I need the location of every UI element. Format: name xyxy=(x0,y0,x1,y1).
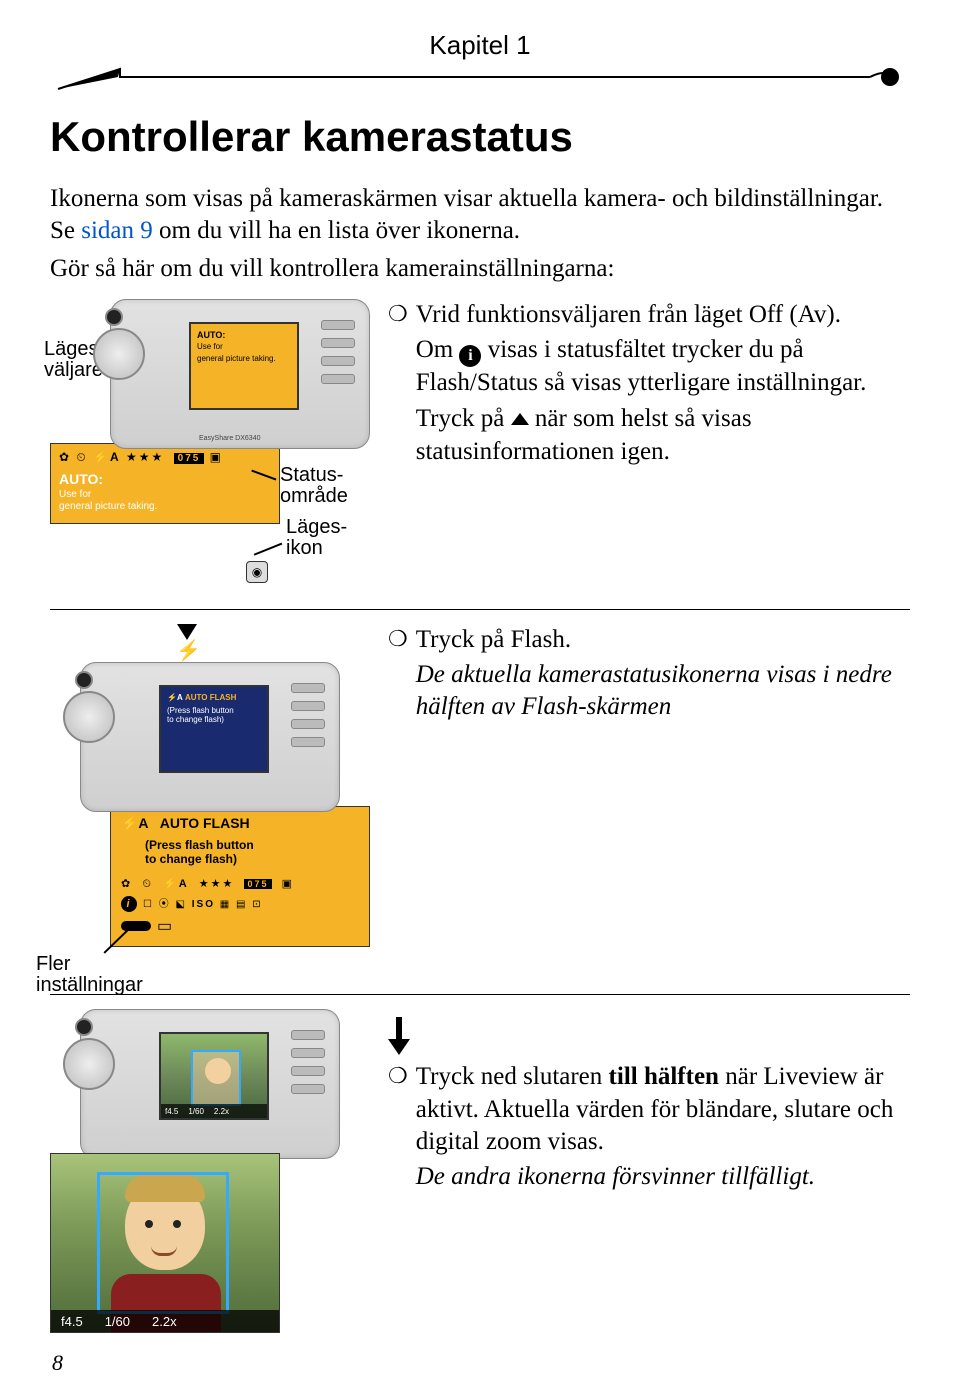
shots-remaining: 075 xyxy=(244,879,271,889)
step-1a: Vrid funktionsväljaren från läget Off (A… xyxy=(416,299,910,332)
callout-status-area: Status- område xyxy=(280,465,348,507)
step-2a: Tryck på Flash. xyxy=(416,624,910,657)
camera-screen-liveview: f4.5 1/60 2.2x xyxy=(159,1032,269,1120)
mode-icon: ◉ xyxy=(246,561,268,583)
strip-mode-label: AUTO: xyxy=(59,471,271,487)
intro-paragraph: Ikonerna som visas på kameraskärmen visa… xyxy=(50,183,910,247)
camera-back-illustration: f4.5 1/60 2.2x xyxy=(80,1009,340,1159)
mode-dial-icon xyxy=(63,1038,115,1090)
info-icon: i xyxy=(459,345,481,367)
strip-sub1: Use for xyxy=(59,489,271,501)
screen-line1: AUTO: xyxy=(197,330,291,340)
zoom-value: 2.2x xyxy=(214,1107,229,1116)
status-strip-overlay: ✿ ⏲ ⚡A ★★★ 075 ▣ AUTO: Use for general p… xyxy=(50,443,280,524)
shutter-down-arrow-icon xyxy=(388,1017,410,1055)
mode-dial-icon xyxy=(63,691,115,743)
mode-dial-icon xyxy=(93,328,145,380)
shots-remaining: 075 xyxy=(174,453,205,464)
camera-screen: AUTO: Use for general picture taking. xyxy=(189,322,299,410)
step-3a-bold: till hälften xyxy=(609,1063,719,1090)
block-1: Läges- väljare AUTO: Use for general pic… xyxy=(50,299,910,599)
aperture-value: f4.5 xyxy=(165,1107,178,1116)
flash-pill-row: ▭ xyxy=(121,916,359,936)
page-number: 8 xyxy=(52,1350,63,1376)
bullet-icon: ❍ xyxy=(388,624,408,724)
intro-text-2: om du vill ha en lista över ikonerna. xyxy=(153,217,520,244)
aperture-value: f4.5 xyxy=(61,1314,83,1329)
flash-status-overlay: ⚡A AUTO FLASH (Press flash button to cha… xyxy=(110,806,370,947)
step-3a-pre: Tryck ned slutaren xyxy=(416,1063,609,1090)
flash-icon-row-1: ✿ ⏲ ⚡A ★★★ 075 ▣ xyxy=(121,877,359,891)
shutter-value: 1/60 xyxy=(105,1314,130,1329)
step-3b: De andra ikonerna försvinner tillfälligt… xyxy=(416,1161,910,1194)
info-icon: i xyxy=(121,896,137,912)
status-icon-row: ✿ ⏲ ⚡A ★★★ 075 ▣ xyxy=(59,450,271,465)
strip-sub2: general picture taking. xyxy=(59,501,271,513)
shutter-value: 1/60 xyxy=(188,1107,204,1116)
flash-screen-sub1: (Press flash button xyxy=(167,706,261,715)
divider xyxy=(50,994,910,995)
callout-mode-icon: Läges- ikon xyxy=(286,517,347,559)
step-1c-pre: Tryck på xyxy=(416,405,511,432)
liveview-overlay: f4.5 1/60 2.2x xyxy=(50,1153,280,1333)
bullet-icon: ❍ xyxy=(388,299,408,468)
screen-line3: general picture taking. xyxy=(197,354,291,363)
screen-line2: Use for xyxy=(197,342,291,351)
instruction-text: Gör så här om du vill kontrollera kamera… xyxy=(50,253,910,285)
flash-note: (Press flash button to change flash) xyxy=(121,838,359,867)
brand-text: EasyShare DX6340 xyxy=(199,435,260,442)
step-2b: De aktuella kamerastatusikonerna visas i… xyxy=(416,659,910,724)
zoom-value: 2.2x xyxy=(152,1314,177,1329)
camera-screen-flash: ⚡A AUTO FLASH (Press flash button to cha… xyxy=(159,685,269,773)
step-1b-post: visas i statusfältet trycker du på Flash… xyxy=(416,336,867,396)
flash-screen-sub2: to change flash) xyxy=(167,715,261,724)
step-item: ❍ Tryck ned slutaren till hälften när Li… xyxy=(388,1061,910,1193)
block-3: f4.5 1/60 2.2x f4.5 1/60 2.2x xyxy=(50,1009,910,1369)
flash-screen-title: AUTO FLASH xyxy=(185,693,236,702)
block-2: ⚡ ⚡A AUTO FLASH (Press flash button to c… xyxy=(50,624,910,984)
page-reference-link[interactable]: sidan 9 xyxy=(81,217,153,244)
step-1b-pre: Om xyxy=(416,336,460,363)
flash-arrow-icon: ⚡ xyxy=(170,624,204,658)
camera-back-illustration: AUTO: Use for general picture taking. Ea… xyxy=(110,299,370,449)
focus-box-icon xyxy=(97,1172,229,1314)
header-rule xyxy=(50,65,910,95)
flash-icon-row-2: i☐ ⦿ ⬕ ISO ▦ ▤ ⊡ xyxy=(121,895,359,912)
step-item: ❍ Tryck på Flash. De aktuella kamerastat… xyxy=(388,624,910,724)
flash-prefix: ⚡A xyxy=(121,815,149,831)
leader-line xyxy=(254,543,282,556)
up-arrow-icon xyxy=(511,413,529,425)
focus-box-icon xyxy=(191,1050,241,1106)
divider xyxy=(50,609,910,610)
callout-more-settings: Fler inställningar xyxy=(36,954,143,996)
step-item: ❍ Vrid funktionsväljaren från läget Off … xyxy=(388,299,910,468)
chapter-label: Kapitel 1 xyxy=(50,30,910,61)
camera-back-illustration: ⚡A AUTO FLASH (Press flash button to cha… xyxy=(80,662,340,812)
flash-header: AUTO FLASH xyxy=(160,815,250,831)
page-title: Kontrollerar kamerastatus xyxy=(50,113,910,161)
bullet-icon: ❍ xyxy=(388,1061,408,1193)
